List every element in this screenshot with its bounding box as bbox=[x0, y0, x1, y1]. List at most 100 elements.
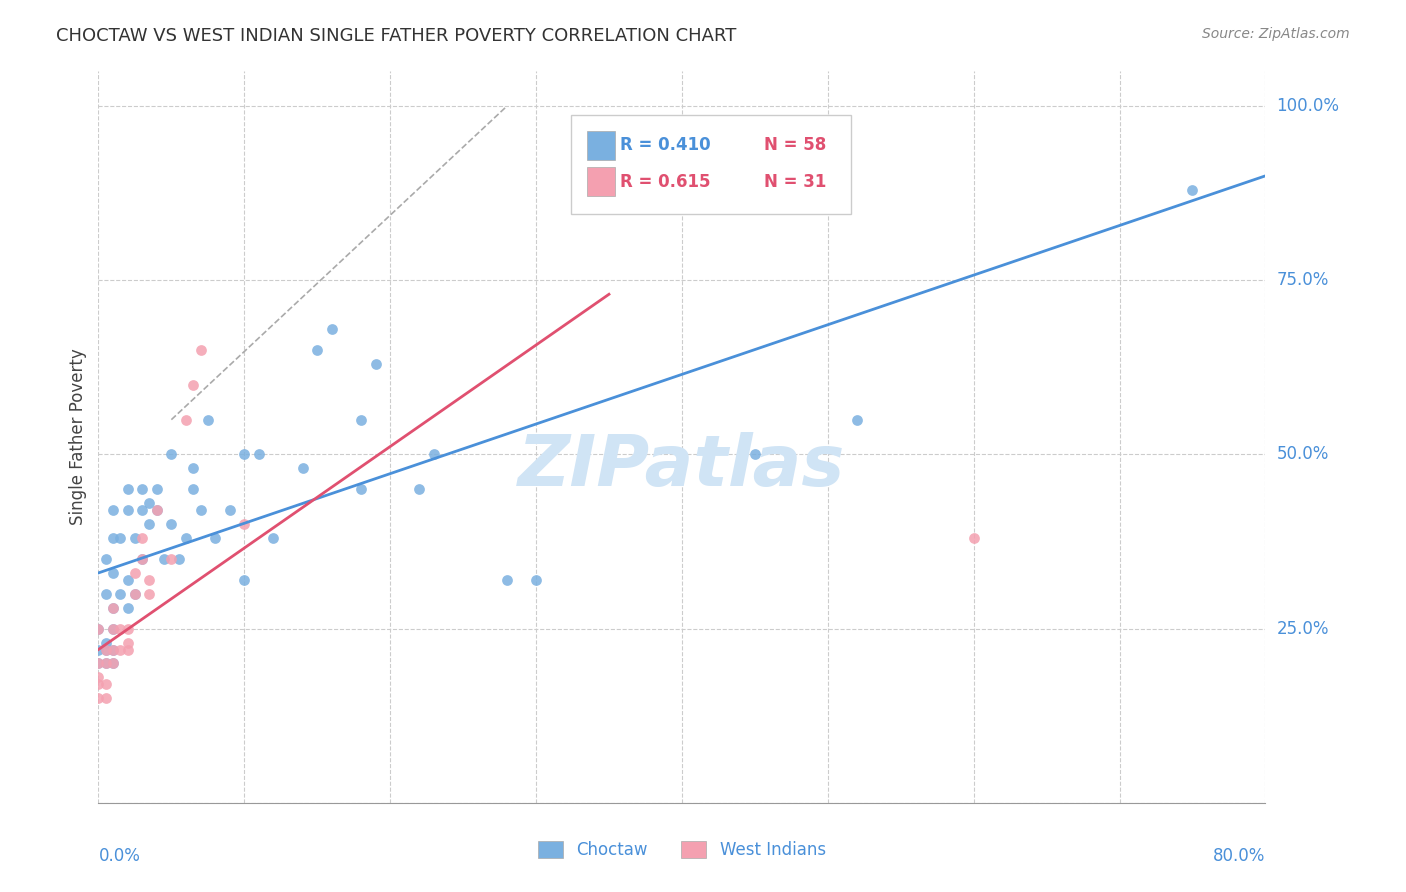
Text: N = 58: N = 58 bbox=[763, 136, 825, 154]
Text: 0.0%: 0.0% bbox=[98, 847, 141, 864]
Point bbox=[146, 503, 169, 517]
Text: N = 31: N = 31 bbox=[763, 173, 825, 191]
Point bbox=[94, 552, 117, 566]
Point bbox=[423, 448, 446, 462]
Text: 75.0%: 75.0% bbox=[1277, 271, 1329, 289]
Point bbox=[138, 573, 160, 587]
Point bbox=[101, 600, 124, 615]
Y-axis label: Single Father Poverty: Single Father Poverty bbox=[69, 349, 87, 525]
Point bbox=[101, 657, 124, 671]
Point bbox=[110, 587, 132, 601]
Text: 80.0%: 80.0% bbox=[1213, 847, 1265, 864]
Point bbox=[87, 677, 110, 691]
Text: ZIPatlas: ZIPatlas bbox=[519, 432, 845, 500]
Point bbox=[117, 600, 139, 615]
Point bbox=[174, 412, 197, 426]
Point bbox=[174, 531, 197, 545]
Point bbox=[1181, 183, 1204, 197]
Point bbox=[408, 483, 430, 497]
Text: 100.0%: 100.0% bbox=[1277, 97, 1340, 115]
Point bbox=[87, 691, 110, 706]
Point bbox=[94, 657, 117, 671]
Point bbox=[110, 642, 132, 657]
Point bbox=[87, 657, 110, 671]
Point bbox=[94, 642, 117, 657]
Point bbox=[101, 600, 124, 615]
Point bbox=[291, 461, 314, 475]
Point bbox=[167, 552, 190, 566]
Point bbox=[181, 461, 204, 475]
Point bbox=[101, 622, 124, 636]
Point bbox=[87, 622, 110, 636]
Point bbox=[94, 657, 117, 671]
Point bbox=[101, 566, 124, 580]
Point bbox=[233, 517, 256, 532]
Point bbox=[131, 552, 153, 566]
Point bbox=[94, 635, 117, 649]
Point bbox=[321, 322, 343, 336]
Point bbox=[87, 670, 110, 684]
Point bbox=[524, 573, 547, 587]
Point bbox=[146, 483, 169, 497]
Legend: Choctaw, West Indians: Choctaw, West Indians bbox=[530, 833, 834, 868]
Point bbox=[94, 691, 117, 706]
Point bbox=[101, 642, 124, 657]
Point bbox=[364, 357, 387, 371]
Point bbox=[124, 587, 146, 601]
Point bbox=[131, 531, 153, 545]
Point bbox=[87, 622, 110, 636]
Point bbox=[117, 483, 139, 497]
Point bbox=[101, 642, 124, 657]
Point bbox=[101, 503, 124, 517]
Point bbox=[160, 552, 183, 566]
Point bbox=[233, 448, 256, 462]
Point bbox=[744, 448, 766, 462]
Point bbox=[138, 517, 160, 532]
Text: R = 0.410: R = 0.410 bbox=[620, 136, 710, 154]
Point bbox=[101, 657, 124, 671]
Point bbox=[160, 517, 183, 532]
Point bbox=[153, 552, 176, 566]
FancyBboxPatch shape bbox=[588, 167, 616, 196]
Point bbox=[181, 483, 204, 497]
Point bbox=[117, 642, 139, 657]
Point bbox=[131, 503, 153, 517]
Point bbox=[307, 343, 329, 357]
Point bbox=[181, 377, 204, 392]
Point bbox=[138, 496, 160, 510]
Point bbox=[146, 503, 169, 517]
Point bbox=[124, 587, 146, 601]
Text: 25.0%: 25.0% bbox=[1277, 620, 1329, 638]
Point bbox=[110, 622, 132, 636]
Point bbox=[124, 531, 146, 545]
Point bbox=[117, 622, 139, 636]
Point bbox=[160, 448, 183, 462]
Point bbox=[218, 503, 240, 517]
Point bbox=[117, 503, 139, 517]
Text: Source: ZipAtlas.com: Source: ZipAtlas.com bbox=[1202, 27, 1350, 41]
Point bbox=[131, 483, 153, 497]
Point bbox=[247, 448, 270, 462]
Text: 50.0%: 50.0% bbox=[1277, 445, 1329, 464]
Point bbox=[496, 573, 519, 587]
Point bbox=[101, 531, 124, 545]
Point bbox=[350, 412, 373, 426]
Point bbox=[117, 573, 139, 587]
Point bbox=[962, 531, 984, 545]
Text: CHOCTAW VS WEST INDIAN SINGLE FATHER POVERTY CORRELATION CHART: CHOCTAW VS WEST INDIAN SINGLE FATHER POV… bbox=[56, 27, 737, 45]
Point bbox=[204, 531, 226, 545]
Point bbox=[87, 657, 110, 671]
FancyBboxPatch shape bbox=[588, 130, 616, 160]
Point bbox=[197, 412, 219, 426]
Point bbox=[190, 343, 212, 357]
Point bbox=[94, 587, 117, 601]
FancyBboxPatch shape bbox=[571, 115, 851, 214]
Point bbox=[190, 503, 212, 517]
Point bbox=[87, 642, 110, 657]
Point bbox=[131, 552, 153, 566]
Point bbox=[94, 677, 117, 691]
Text: R = 0.615: R = 0.615 bbox=[620, 173, 710, 191]
Point bbox=[94, 642, 117, 657]
Point bbox=[846, 412, 869, 426]
Point bbox=[262, 531, 284, 545]
